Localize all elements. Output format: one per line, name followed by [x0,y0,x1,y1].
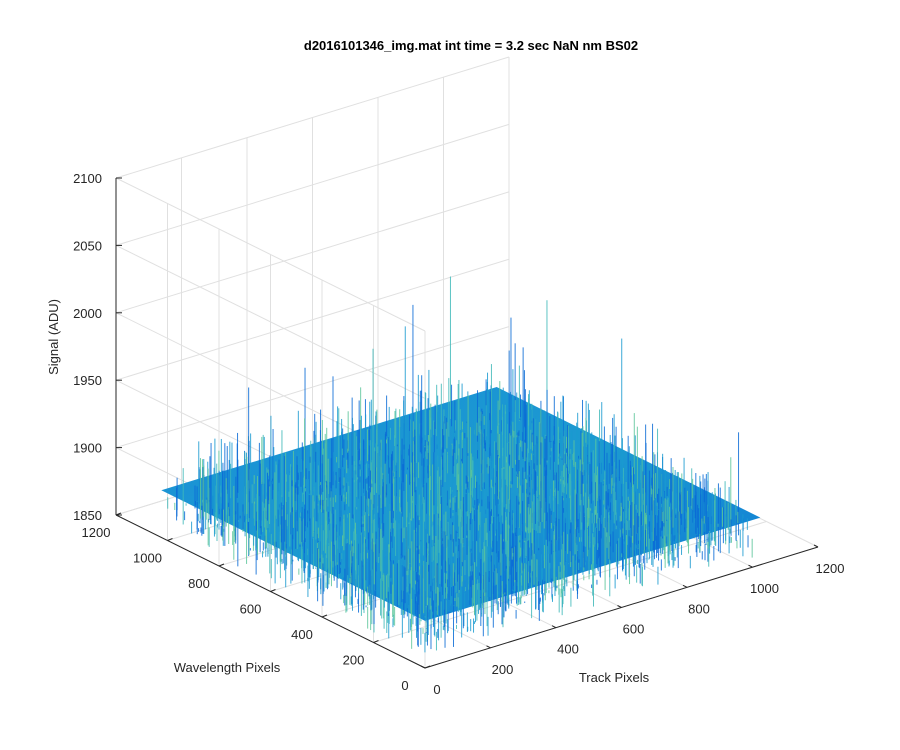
grid-line [115,177,426,332]
z-tick-label: 1950 [73,373,102,388]
grid-line [115,326,510,449]
x-tick [748,564,753,568]
tick-labels: 0 200 400 600 800 1000 1200 0 200 400 600 800 1000 12… [73,171,844,697]
x-tick [813,544,819,548]
chart-title: d2016101346_img.mat int time = 3.2 sec N… [304,38,638,53]
x-tick [682,584,688,588]
x-tick-label: 0 [433,682,440,697]
y-tick [218,563,225,567]
x-axis-label: Track Pixels [579,670,650,685]
x-tick-label: 200 [492,662,514,677]
y-tick [321,614,328,618]
z-tick-label: 2050 [73,238,102,253]
grid-line [115,191,510,314]
z-tick-label: 2100 [73,171,102,186]
z-tick-label: 1850 [73,508,102,523]
y-tick-label: 400 [291,627,313,642]
axes-lines [115,177,819,669]
y-tick-label: 600 [240,602,262,617]
x-tick [551,625,557,629]
grid-line [115,56,510,179]
grid-line [115,123,510,246]
x-tick-label: 1200 [816,561,845,576]
x-tick-label: 600 [623,622,645,637]
x-tick-label: 1000 [750,581,779,596]
y-tick [167,538,173,541]
grid-line [115,258,510,381]
data-surface [161,276,761,653]
y-tick-label: 1000 [133,551,162,566]
y-tick-label: 200 [343,653,365,668]
y-tick [424,665,431,669]
x-tick [617,605,622,608]
y-tick-label: 0 [401,678,408,693]
z-axis-label: Signal (ADU) [46,299,61,375]
x-tick-label: 800 [688,601,710,616]
y-tick [373,640,379,643]
z-tick-label: 1900 [73,441,102,456]
y-tick-label: 1200 [82,525,111,540]
x-tick [420,665,426,669]
y-tick [270,589,276,592]
z-tick-label: 2000 [73,306,102,321]
x-tick [486,645,491,649]
y-axis-label: Wavelength Pixels [174,660,281,675]
y-tick-label: 800 [188,576,210,591]
x-tick-label: 400 [557,642,579,657]
